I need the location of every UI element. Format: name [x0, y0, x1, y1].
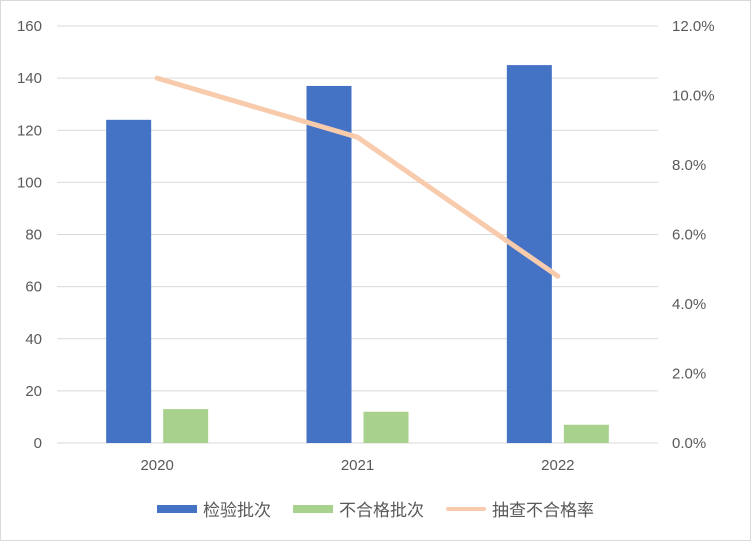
y2-tick-label: 0.0% — [672, 435, 706, 452]
y-tick-label: 40 — [25, 331, 42, 348]
y-tick-label: 120 — [17, 122, 42, 139]
x-tick-label: 2020 — [140, 457, 173, 474]
x-tick-label: 2022 — [541, 457, 574, 474]
legend-label: 检验批次 — [203, 501, 271, 521]
legend-swatch — [293, 504, 333, 513]
y-tick-label: 20 — [25, 383, 42, 400]
legend-item-failed: 不合格批次 — [293, 496, 424, 521]
legend: 检验批次 不合格批次 抽查不合格率 — [0, 496, 751, 521]
y2-tick-label: 8.0% — [672, 157, 706, 174]
bar-failed — [363, 411, 409, 443]
y2-tick-label: 10.0% — [672, 88, 715, 105]
bar-failed — [163, 409, 209, 443]
y-tick-label: 60 — [25, 279, 42, 296]
y2-tick-label: 12.0% — [672, 18, 715, 35]
y-tick-label: 160 — [17, 18, 42, 35]
x-tick-label: 2021 — [341, 457, 374, 474]
y-tick-label: 100 — [17, 174, 42, 191]
bar-failed — [563, 424, 609, 443]
legend-swatch — [157, 504, 197, 513]
bar-inspected — [306, 85, 352, 443]
y2-tick-label: 4.0% — [672, 296, 706, 313]
legend-swatch — [446, 506, 486, 511]
legend-label: 抽查不合格率 — [492, 501, 594, 521]
y2-tick-label: 2.0% — [672, 366, 706, 383]
y-tick-label: 0 — [34, 435, 42, 452]
y-tick-label: 140 — [17, 70, 42, 87]
legend-item-inspected: 检验批次 — [157, 496, 271, 521]
y-tick-label: 80 — [25, 227, 42, 244]
legend-label: 不合格批次 — [339, 501, 424, 521]
line-rate — [154, 75, 561, 279]
legend-item-rate: 抽查不合格率 — [446, 496, 594, 521]
bar-inspected — [106, 119, 152, 443]
y2-tick-label: 6.0% — [672, 227, 706, 244]
